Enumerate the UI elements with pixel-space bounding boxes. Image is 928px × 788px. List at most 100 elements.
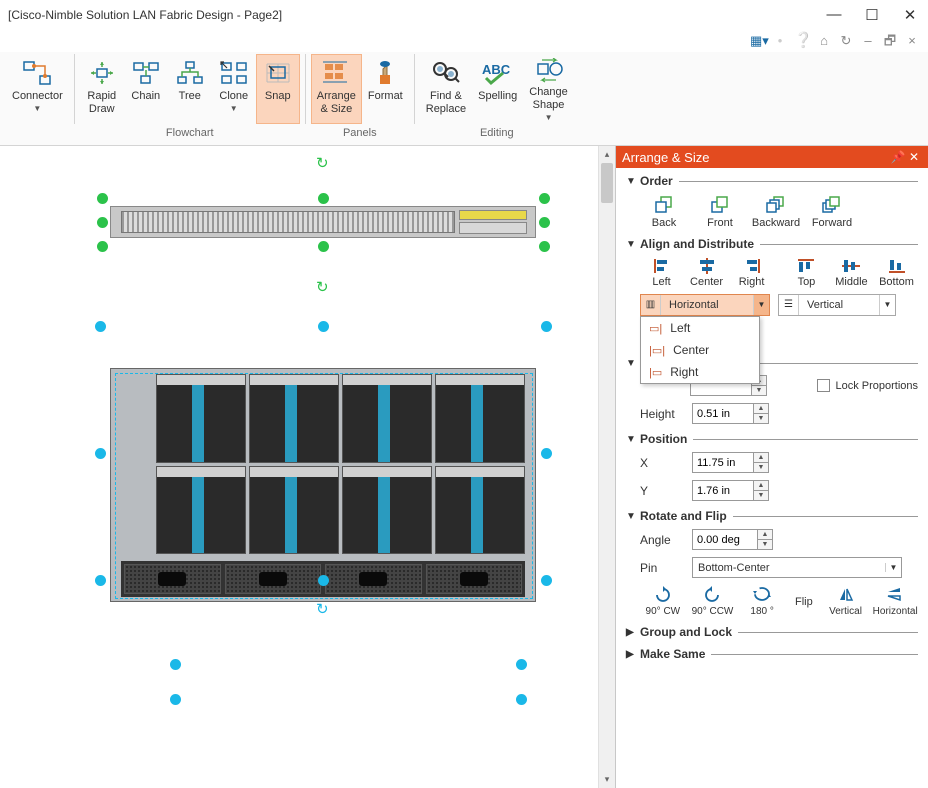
y-spinner[interactable]: ▲▼ <box>754 480 769 501</box>
selection-handle[interactable] <box>318 321 329 332</box>
selection-handle[interactable] <box>97 193 108 204</box>
find-replace-button[interactable]: Find & Replace <box>420 54 472 124</box>
selection-handle[interactable] <box>318 241 329 252</box>
connector-icon <box>21 58 53 88</box>
panel-close-icon[interactable]: ✕ <box>906 150 922 164</box>
vertical-scrollbar[interactable]: ▴ ▾ <box>598 146 615 788</box>
order-backward-button[interactable]: Backward <box>752 194 800 229</box>
selection-handle[interactable] <box>97 241 108 252</box>
order-forward-button[interactable]: Forward <box>808 194 856 229</box>
rotate-cw-button[interactable]: 90° CW <box>640 586 686 617</box>
selection-handle[interactable] <box>516 694 527 705</box>
align-middle-button[interactable]: Middle <box>830 257 873 288</box>
dropdown-arrow-icon[interactable]: ▼ <box>879 295 895 315</box>
chain-button[interactable]: Chain <box>124 54 168 124</box>
rotation-handle-icon[interactable]: ↻ <box>316 278 329 296</box>
change-shape-button[interactable]: Change Shape ▼ <box>523 54 574 124</box>
section-header[interactable]: ▼ Order <box>626 174 918 188</box>
selection-handle[interactable] <box>97 217 108 228</box>
selection-handle[interactable] <box>318 193 329 204</box>
tree-button[interactable]: Tree <box>168 54 212 124</box>
arrange-size-button[interactable]: Arrange & Size <box>311 54 362 124</box>
angle-input[interactable] <box>692 529 758 550</box>
quick-access-bar: ▦▾ • ❔ ⌂ ↻ – 🗗 × <box>0 30 928 52</box>
pin-combo[interactable]: Bottom-Center ▼ <box>692 557 902 578</box>
flip-fh-button[interactable]: Horizontal <box>872 586 918 617</box>
home-icon[interactable]: ⌂ <box>816 33 832 49</box>
align-left-button[interactable]: Left <box>640 257 683 288</box>
selection-handle[interactable] <box>541 575 552 586</box>
rotation-handle-icon[interactable]: ↻ <box>316 154 329 172</box>
selection-handle[interactable] <box>95 321 106 332</box>
y-input[interactable] <box>692 480 754 501</box>
order-label: Front <box>707 217 733 229</box>
scroll-down-arrow[interactable]: ▾ <box>599 771 615 788</box>
rotate-180-button[interactable]: 180 ° <box>739 586 785 617</box>
section-header[interactable]: ▼ Position <box>626 432 918 446</box>
format-button[interactable]: Format <box>362 54 409 124</box>
scroll-up-arrow[interactable]: ▴ <box>599 146 615 163</box>
spelling-button[interactable]: ABC Spelling <box>472 54 523 124</box>
selection-handle[interactable] <box>541 321 552 332</box>
network-switch-shape[interactable] <box>110 206 536 238</box>
rotation-handle-icon[interactable]: ↻ <box>316 600 329 618</box>
maximize-button[interactable]: ☐ <box>862 6 882 24</box>
close-button[interactable]: ✕ <box>900 6 920 24</box>
order-back-button[interactable]: Back <box>640 194 688 229</box>
refresh-icon[interactable]: ↻ <box>838 33 854 49</box>
lock-proportions-checkbox[interactable]: Lock Proportions <box>817 379 918 392</box>
sub-close-icon[interactable]: × <box>904 33 920 49</box>
section-header[interactable]: ▼ Rotate and Flip <box>626 509 918 523</box>
selection-handle[interactable] <box>516 659 527 670</box>
canvas[interactable]: ↻ ↻ ↻ <box>0 146 598 788</box>
section-header[interactable]: ▶ Group and Lock <box>626 625 918 639</box>
height-input[interactable] <box>692 403 754 424</box>
dropdown-item-center[interactable]: |▭| Center <box>641 339 759 361</box>
selection-handle[interactable] <box>95 448 106 459</box>
selection-handle[interactable] <box>539 193 550 204</box>
selection-handle[interactable] <box>170 694 181 705</box>
forward-icon <box>820 194 844 214</box>
height-spinner[interactable]: ▲▼ <box>754 403 769 424</box>
selection-handle[interactable] <box>95 575 106 586</box>
align-center-button[interactable]: Center <box>685 257 728 288</box>
section-header[interactable]: ▼ Align and Distribute <box>626 237 918 251</box>
arrange-size-panel: Arrange & Size 📌 ✕ ▼ Order Back Front Ba… <box>615 146 928 788</box>
dropdown-item-left[interactable]: ▭| Left <box>641 317 759 339</box>
selection-handle[interactable] <box>541 448 552 459</box>
find-replace-label: Find & Replace <box>426 90 466 116</box>
rotate-ccw-button[interactable]: 90° CCW <box>690 586 736 617</box>
rapid-draw-button[interactable]: Rapid Draw <box>80 54 124 124</box>
selection-handle[interactable] <box>170 659 181 670</box>
panel-pin-icon[interactable]: 📌 <box>890 150 906 164</box>
dropdown-item-right[interactable]: |▭ Right <box>641 361 759 383</box>
rotate-label: 180 ° <box>750 606 773 617</box>
flip-fv-button[interactable]: Vertical <box>823 586 869 617</box>
sub-restore-icon[interactable]: 🗗 <box>882 33 898 49</box>
scroll-thumb[interactable] <box>601 163 613 203</box>
x-input[interactable] <box>692 452 754 473</box>
sub-min-icon[interactable]: – <box>860 33 876 49</box>
align-right-button[interactable]: Right <box>730 257 773 288</box>
layout-icon[interactable]: ▦▾ <box>750 33 766 49</box>
server-chassis-shape[interactable] <box>110 368 536 602</box>
snap-button[interactable]: Snap <box>256 54 300 124</box>
angle-spinner[interactable]: ▲▼ <box>758 529 773 550</box>
align-right-icon <box>742 257 762 273</box>
scroll-track[interactable] <box>599 163 615 771</box>
order-front-button[interactable]: Front <box>696 194 744 229</box>
minimize-button[interactable]: — <box>824 6 844 24</box>
clone-button[interactable]: Clone ▼ <box>212 54 256 124</box>
align-top-button[interactable]: Top <box>785 257 828 288</box>
distribute-horizontal-button[interactable]: ▥ Horizontal ▼ <box>640 294 770 316</box>
help-icon[interactable]: ❔ <box>794 33 810 49</box>
dropdown-arrow-icon[interactable]: ▼ <box>753 295 769 315</box>
distribute-vertical-button[interactable]: ☰ Vertical ▼ <box>778 294 896 316</box>
selection-handle[interactable] <box>539 217 550 228</box>
align-bottom-button[interactable]: Bottom <box>875 257 918 288</box>
section-header[interactable]: ▶ Make Same <box>626 647 918 661</box>
selection-handle[interactable] <box>318 575 329 586</box>
selection-handle[interactable] <box>539 241 550 252</box>
x-spinner[interactable]: ▲▼ <box>754 452 769 473</box>
connector-button[interactable]: Connector ▼ <box>6 54 69 124</box>
